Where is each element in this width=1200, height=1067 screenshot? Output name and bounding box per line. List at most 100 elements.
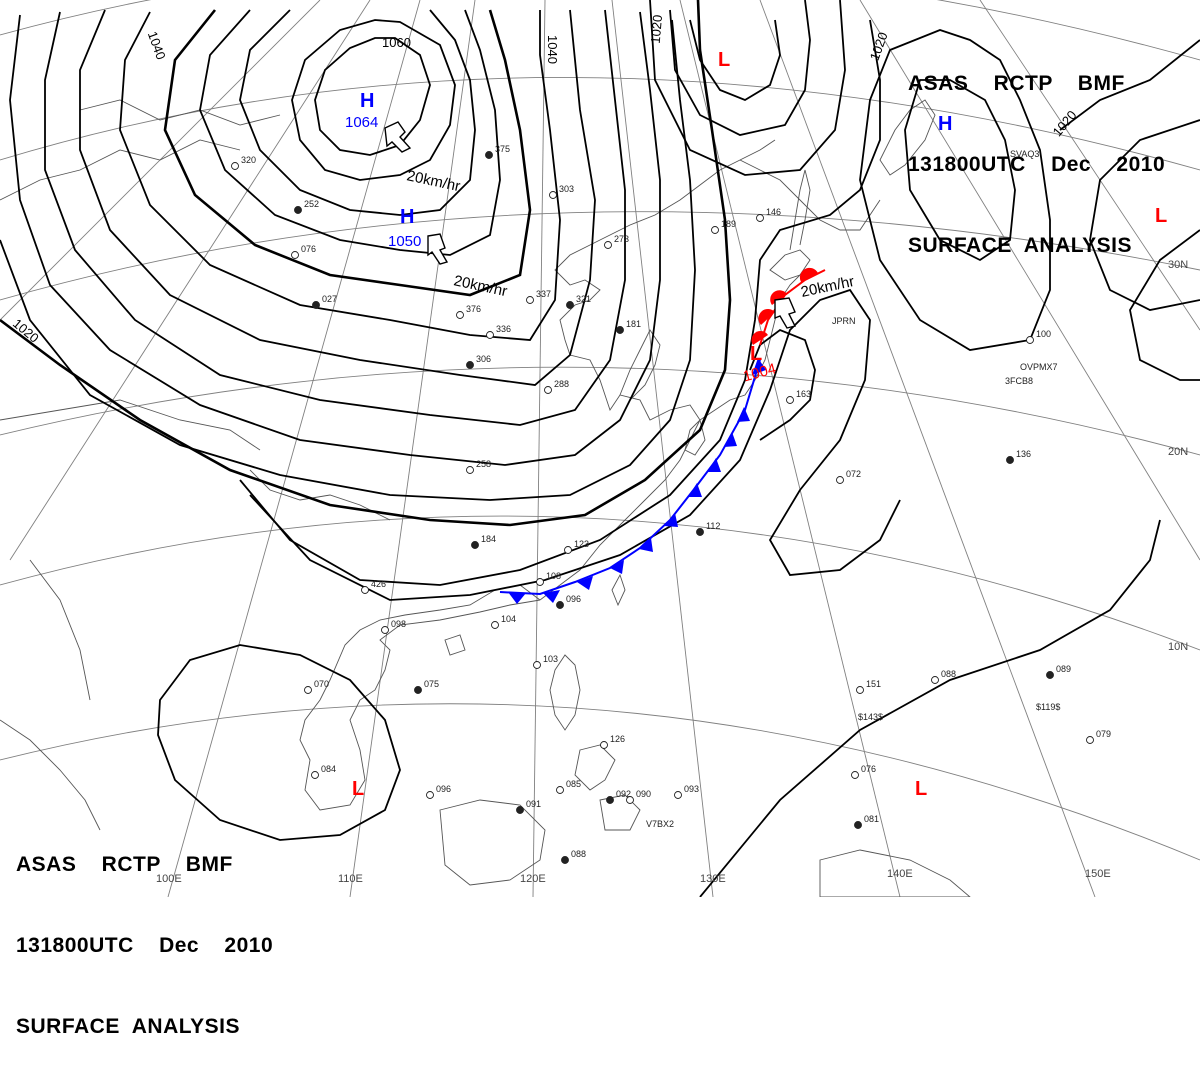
station-circle [836,476,844,484]
station-circle [1086,736,1094,744]
station-pressure: 184 [481,534,496,544]
station-plot: 096 [556,594,581,609]
lat-label: 20N [1168,446,1188,458]
parallel-0N [0,703,1200,861]
parallel-50N [0,0,1200,61]
station-pressure: 027 [322,294,337,304]
lat-label: 10N [1168,641,1188,653]
lon-label: 100E [156,873,182,885]
station-pressure: 091 [526,799,541,809]
station-plot: 426 [361,579,386,594]
station-pressure: 336 [496,324,511,334]
station-circle [564,546,572,554]
station-circle [471,541,479,549]
station-circle [1006,456,1014,464]
isobar-1032 [44,9,626,426]
station-plot: 112 [696,521,720,536]
isobar-1060 [314,37,431,156]
isobar-1028 [9,11,661,466]
coast-sumatra [0,719,101,831]
weather-map: 1060 1040 1040 1020 1020 1020 1020 [0,0,1200,897]
cold-front-line [499,359,761,596]
isobar-1016-east [699,519,1161,897]
station-pressure: 092 [616,789,631,799]
station-plot: 072 [836,469,861,484]
coast-japan-kyushu [684,419,706,456]
isobar-1020-main [0,0,732,527]
ship-id: 3FCB8 [1005,376,1033,386]
coastlines [0,99,971,897]
station-plot: 303 [549,184,574,199]
station-plot: 136 [1006,449,1031,464]
header-line-2: 131800UTC Dec 2010 [16,934,274,957]
station-plot: 079 [1086,729,1111,744]
map-header-top-right: ASAS RCTP BMF 131800UTC Dec 2010 SURFACE… [908,16,1165,286]
station-plot: 104 [491,614,516,629]
station-plot: 085 [556,779,581,794]
station-plot: 108 [536,571,561,586]
isobar-1040a [119,10,561,341]
station-plot: 100 [1026,329,1051,344]
station-plot: 146 [756,207,781,222]
station-pressure: 273 [614,234,629,244]
station-circle [604,241,612,249]
station-circle [381,626,389,634]
station-pressure: 288 [554,379,569,389]
station-plot: 375 [485,144,510,159]
isobar-1020-low-top [649,0,846,176]
station-pressure: 100 [1036,329,1051,339]
station-circle [516,806,524,814]
parallel-30N [0,211,1200,301]
station-pressure: 084 [321,764,336,774]
coast-arctic [79,99,281,126]
ship-id: OVPMX7 [1020,362,1058,372]
station-plot: 027 [312,294,337,309]
station-plot: 076 [291,244,316,259]
station-circle [485,151,493,159]
station-plot: 089 [1046,664,1071,679]
station-pressure: 070 [314,679,329,689]
coast-india-east [29,559,91,701]
isobar-label: 1060 [382,35,411,50]
longitude-labels: 100E 110E 120E 130E 140E 150E [156,868,1111,885]
station-circle [606,796,614,804]
station-pressure: 088 [571,849,586,859]
isobars [0,0,1200,897]
station-plot: 075 [414,679,439,694]
ship-id: SVAQ3 [1010,149,1039,159]
station-circle [1026,336,1034,344]
coast-korea [619,329,661,401]
station-circle [456,311,464,319]
header-line-2: 131800UTC Dec 2010 [908,153,1166,176]
station-circle [556,601,564,609]
station-pressure: 123 [574,539,589,549]
station-circle [544,386,552,394]
warm-front-bumps [751,267,818,345]
station-plot: 098 [381,619,406,634]
station-plot: 091 [516,799,541,814]
low-center-letter: L [1155,205,1167,227]
coast-china-east [539,139,776,601]
station-circle [556,786,564,794]
station-circle [526,296,534,304]
station-circle [536,578,544,586]
ship-id: V7BX2 [646,819,674,829]
station-pressure: 076 [861,764,876,774]
isobar-1056 [291,19,456,181]
station-plot: 181 [616,319,641,334]
low-center-letter: L [750,343,762,365]
station-circle [291,251,299,259]
header-line-3: SURFACE ANALYSIS [16,1015,240,1038]
ship-id: JPRN [832,316,856,326]
station-pressure: 321 [576,294,591,304]
station-pressure: 258 [476,459,491,469]
station-pressure: 146 [766,207,781,217]
high-center-letter: H [360,90,374,112]
station-plot: 123 [564,539,589,554]
station-circle [616,326,624,334]
isobar-1016 [239,19,881,586]
station-pressure: 252 [304,199,319,209]
station-circle [756,214,764,222]
station-plot: 321 [566,294,591,309]
ship-ids: JPRN 3FCB8 V7BX2 $143$ $119$ SVAQ3 OVPMX… [646,149,1060,829]
